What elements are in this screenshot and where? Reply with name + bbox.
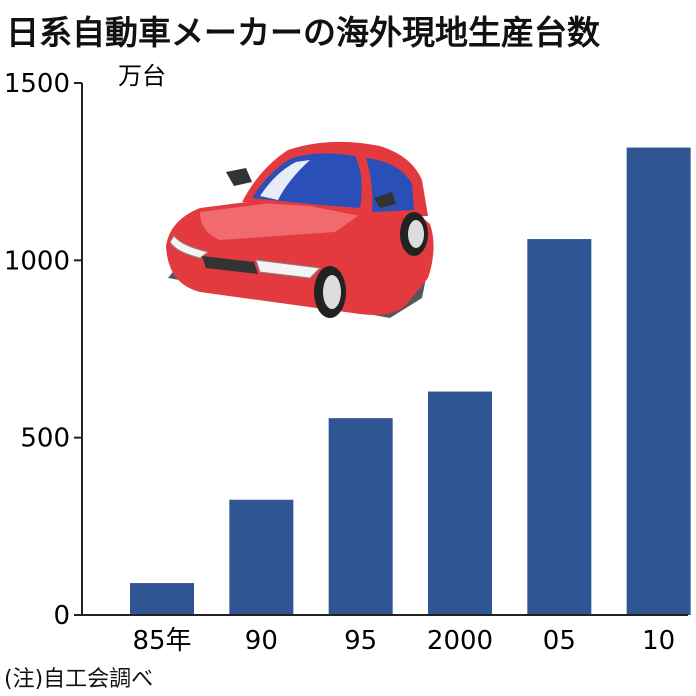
y-tick-label: 500 (20, 424, 70, 454)
source-note: (注)自工会調べ (4, 667, 154, 692)
y-tick-label: 1500 (4, 69, 70, 99)
car-icon (166, 141, 434, 318)
x-category-label: 05 (543, 626, 576, 656)
bars (130, 147, 691, 616)
bar (527, 239, 592, 615)
bar (229, 499, 294, 615)
y-axis-unit-label: 万台 (118, 62, 166, 90)
y-axis-ticks: 0 500 1000 1500 (4, 69, 82, 631)
x-category-label: 85年 (132, 626, 191, 656)
bar (130, 583, 194, 615)
bar (328, 418, 393, 615)
x-category-label: 95 (344, 626, 377, 656)
bar (626, 147, 691, 616)
y-tick-label: 1000 (4, 246, 70, 276)
x-axis-category-labels: 85年 90 95 2000 05 10 (132, 626, 675, 656)
y-tick-label: 0 (53, 601, 70, 631)
x-category-label: 2000 (427, 626, 493, 656)
bar (428, 391, 492, 615)
x-category-label: 90 (245, 626, 278, 656)
x-category-label: 10 (642, 626, 675, 656)
chart-title: 日系自動車メーカーの海外現地生産台数 (6, 13, 600, 52)
